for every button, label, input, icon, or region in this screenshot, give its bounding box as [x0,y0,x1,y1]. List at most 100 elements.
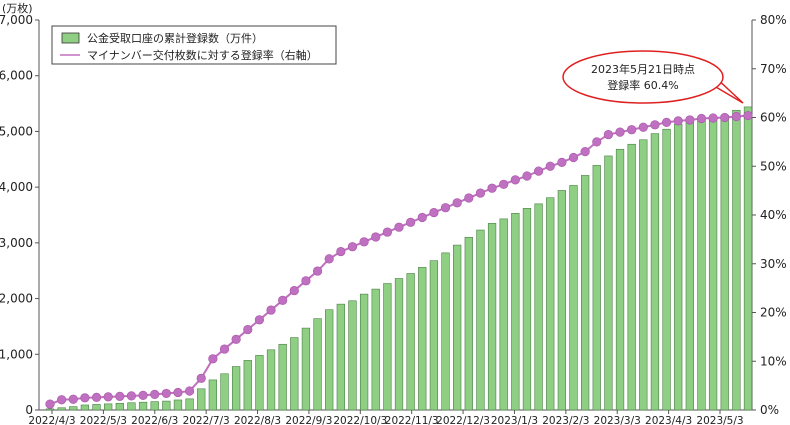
right-tick-label: 30% [760,257,787,271]
bar [639,139,648,411]
right-tick-label: 40% [760,208,787,222]
rate-point [452,198,462,208]
bar [92,404,101,411]
rate-point [487,183,497,193]
bar [743,106,753,411]
bar [69,406,78,411]
x-tick-label: 2023/3/3 [594,415,641,425]
bar [441,252,450,411]
bar [453,244,462,411]
left-tick-label: 7,000 [0,13,33,27]
rate-point [301,276,311,286]
bar [487,223,497,411]
bar [57,407,66,411]
rate-point [161,388,171,399]
bar [534,203,543,411]
rate-point [545,161,555,171]
right-tick-label: 50% [760,159,787,173]
bar [499,218,508,411]
bar [569,185,578,411]
left-tick-label: 3,000 [0,236,33,250]
bar [464,236,473,411]
bar [557,190,567,411]
bar [138,401,148,411]
rate-point [440,203,451,213]
rate-point [278,295,288,305]
bar [697,117,706,411]
bar [592,165,601,411]
rate-point [568,152,579,163]
rate-point [208,354,218,364]
rate-point [603,129,614,140]
bar [627,143,636,411]
left-tick-label: 6,000 [0,69,33,83]
x-tick-label: 2022/7/3 [183,415,230,425]
rate-point [661,117,672,127]
legend-box [51,25,337,65]
bar [720,114,729,411]
bar [394,278,404,411]
bar [266,349,276,411]
rate-point [91,392,102,402]
bar [650,133,660,411]
rate-point [371,232,381,242]
rate-point [533,166,544,176]
bar [290,337,299,411]
rate-point [312,266,323,276]
left-tick-label: 5,000 [0,124,33,138]
bar [685,120,694,411]
bar [231,366,241,411]
rate-point [708,113,718,123]
left-tick-label: 1,000 [0,347,33,361]
right-tick-label: 70% [760,62,787,76]
bar [429,260,439,411]
bar [580,175,590,411]
legend: 公金受取口座の累計登録数（万件） マイナンバー交付枚数に対する登録率（右軸） [51,25,337,65]
rate-point [696,113,707,124]
x-tick-label: 2022/11/3 [385,415,439,425]
rate-point [406,217,416,227]
rate-point [103,392,113,402]
bar [45,408,55,411]
rate-point [324,254,334,264]
bar [359,293,369,411]
bar [348,300,357,411]
bar [522,208,532,411]
rate-point [185,386,195,396]
rate-point [115,391,125,401]
rate-point [627,125,637,135]
bar [173,399,183,411]
rate-point [336,246,346,257]
bar [150,401,159,411]
rate-point [499,179,509,189]
rate-point [266,305,276,315]
x-tick-label: 2022/6/3 [131,415,178,425]
rate-point [522,171,532,181]
bar [80,404,90,411]
rate-point [394,222,404,232]
right-tick-label: 80% [760,13,787,27]
bar [662,128,671,411]
bar [220,373,229,411]
x-tick-label: 2022/9/3 [285,415,332,425]
rate-point [720,112,730,123]
bar [383,283,392,411]
line-series [45,110,753,409]
rate-point [219,344,230,354]
bar [104,403,113,411]
bar [278,343,287,411]
bar [732,109,741,411]
rate-point [464,193,474,203]
bar [615,148,625,411]
rate-point [231,334,241,344]
left-tick-label: 0 [25,403,33,417]
x-tick-label: 2022/4/3 [28,415,75,425]
rate-point [557,157,567,167]
left-axis-ticks: 0 1,000 2,000 3,000 4,000 5,000 6,000 7,000 [0,13,39,417]
x-axis-ticks: 2022/4/3 2022/5/3 2022/6/3 2022/7/3 2022/8/3… [28,410,744,425]
callout-line2: 登録率 60.4% [607,78,678,92]
rate-point [57,395,67,405]
x-tick-label: 2023/4/3 [645,415,692,425]
rate-point [80,393,90,403]
